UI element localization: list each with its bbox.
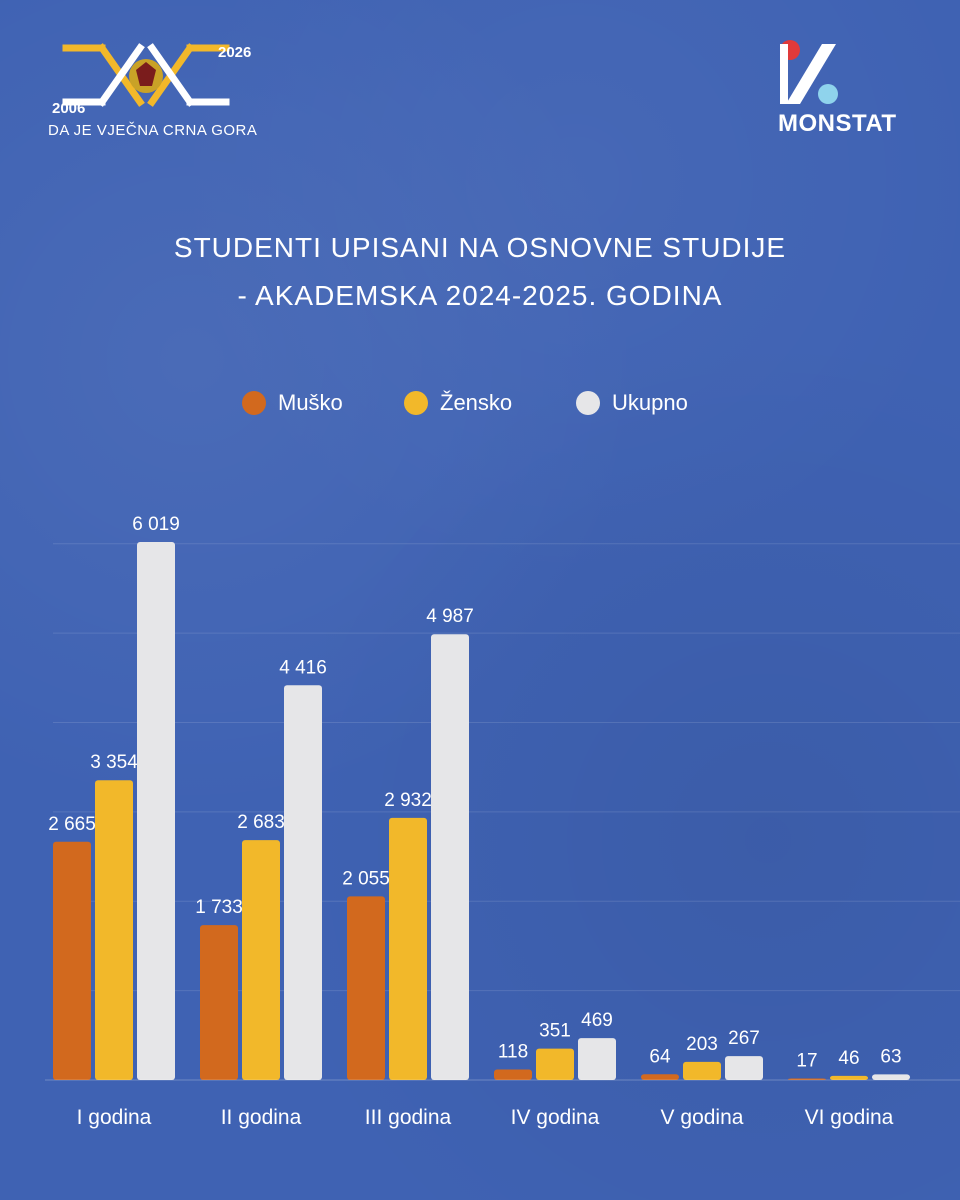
bar-žensko-1 [95, 780, 133, 1080]
data-label: 1 733 [195, 897, 243, 918]
data-label: 351 [539, 1021, 571, 1042]
bar-žensko-5 [683, 1061, 721, 1080]
data-label: 118 [498, 1041, 528, 1062]
legend-label-musko: Muško [278, 390, 343, 415]
bar-ukupno-4 [578, 1038, 616, 1080]
legend-marker-zensko [404, 391, 428, 415]
x-tick-label: III godina [365, 1106, 452, 1129]
data-label: 64 [649, 1046, 671, 1067]
bar-muško-5 [641, 1074, 679, 1080]
bar-žensko-4 [536, 1048, 574, 1080]
data-label: 17 [796, 1050, 817, 1071]
legend-marker-musko [242, 391, 266, 415]
data-label: 267 [728, 1028, 760, 1049]
brand-name: MONSTAT [778, 110, 897, 137]
bar-ukupno-3 [431, 634, 469, 1080]
anniversary-motto: DA JE VJEČNA CRNA GORA [48, 122, 258, 139]
data-label: 63 [880, 1046, 901, 1067]
data-label: 4 987 [426, 606, 474, 627]
bar-muško-2 [200, 925, 238, 1080]
bar-ukupno-6 [872, 1074, 910, 1080]
legend-label-zensko: Žensko [440, 390, 513, 415]
data-label: 203 [686, 1034, 718, 1055]
data-label: 2 683 [237, 812, 285, 833]
legend: Muško Žensko Ukupno [0, 390, 960, 430]
percent-logo-icon [780, 40, 838, 104]
data-label: 2 932 [384, 790, 432, 811]
bar-ukupno-5 [725, 1056, 763, 1080]
x-tick-label: VI godina [805, 1106, 894, 1129]
data-label: 6 019 [132, 514, 180, 535]
bar-muško-4 [494, 1069, 532, 1080]
bar-ukupno-1 [137, 542, 175, 1080]
legend-item-ukupno: Ukupno [576, 390, 688, 416]
data-label: 3 354 [90, 752, 138, 773]
data-label: 2 665 [48, 814, 96, 835]
bar-žensko-3 [389, 817, 427, 1080]
data-label: 2 055 [342, 868, 390, 889]
bar-ukupno-2 [284, 685, 322, 1080]
x-tick-label: IV godina [511, 1106, 600, 1129]
x-tick-label: II godina [221, 1106, 302, 1129]
monstat-logo: MONSTAT [770, 38, 910, 143]
xx-emblem-icon [62, 43, 230, 107]
chart-subtitle: - AKADEMSKA 2024-2025. GODINA [237, 280, 723, 311]
anniversary-logo: 2006 2026 DA JE VJEČNA CRNA GORA [40, 40, 280, 150]
data-label: 46 [838, 1048, 859, 1069]
legend-marker-ukupno [576, 391, 600, 415]
bar-muško-3 [347, 896, 385, 1080]
data-label: 469 [581, 1010, 613, 1031]
x-tick-label: I godina [77, 1106, 152, 1129]
legend-item-zensko: Žensko [404, 390, 512, 416]
chart-title: STUDENTI UPISANI NA OSNOVNE STUDIJE [173, 232, 787, 263]
anniversary-year-start: 2006 [52, 100, 86, 117]
legend-label-ukupno: Ukupno [612, 390, 688, 415]
data-label: 4 416 [279, 657, 327, 678]
bar-muško-6 [788, 1078, 826, 1080]
legend-item-musko: Muško [242, 390, 343, 416]
x-tick-label: V godina [661, 1106, 744, 1129]
bar-žensko-2 [242, 840, 280, 1080]
bar-žensko-6 [830, 1075, 868, 1080]
anniversary-year-end: 2026 [218, 44, 252, 61]
bar-muško-1 [53, 841, 91, 1080]
